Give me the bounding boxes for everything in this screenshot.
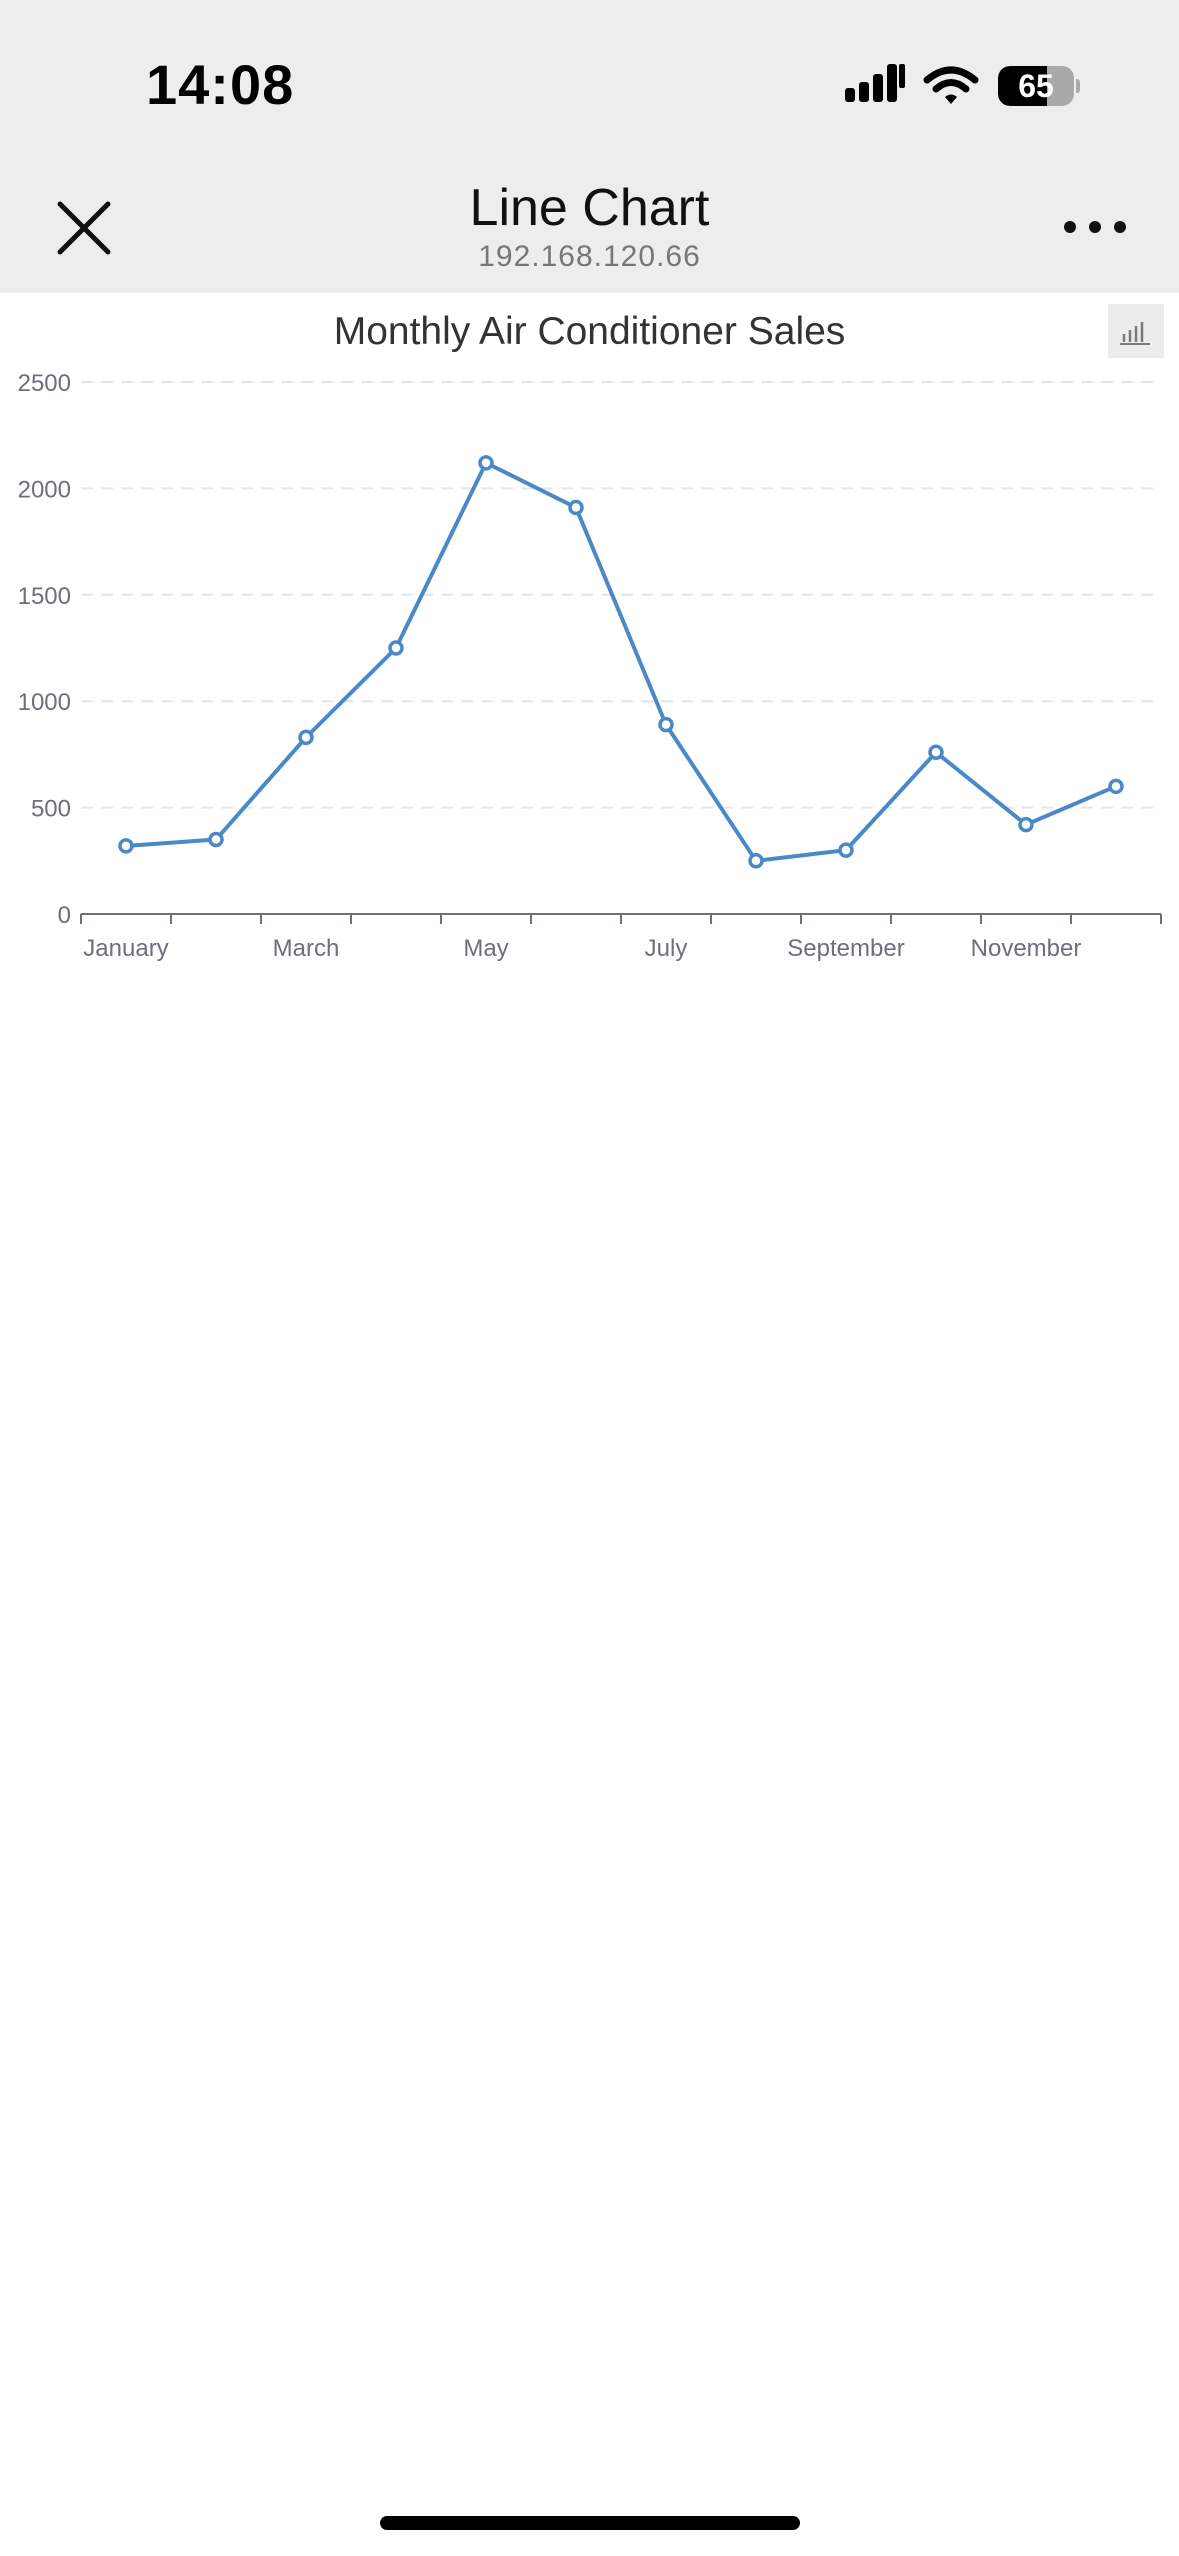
bar-chart-icon [1120,322,1150,345]
data-point [298,729,314,746]
battery-fill [998,66,1048,106]
wifi-icon [923,66,979,104]
data-point [478,455,494,471]
data-point [748,853,764,869]
x-tick-label: January [83,935,168,962]
battery-nub [1076,79,1080,93]
x-tick-label: September [787,935,904,962]
status-icons: 65 [843,62,1083,112]
y-tick-label: 1500 [18,583,71,610]
page-title: Line Chart [469,179,710,237]
toolbox-button[interactable] [1108,304,1164,358]
chart-title: Monthly Air Conditioner Sales [333,310,846,353]
cellular-signal-icon [845,64,905,102]
series-line [125,460,1117,863]
data-point [118,838,134,854]
y-tick-label: 1000 [18,689,71,716]
status-time: 14:08 [146,53,295,116]
header-bar: 14:08 65 [0,0,1179,293]
data-point [838,842,854,858]
line-chart: 0 500 1000 1500 2000 2500 January March May July S… [18,370,1162,962]
y-tick-label: 2500 [18,370,71,397]
data-point [208,831,224,848]
more-icon[interactable] [1060,212,1130,242]
battery-icon: 65 [998,66,1080,106]
battery-shell: 65 [998,66,1074,106]
data-point [1018,816,1034,833]
y-tick-label: 0 [58,902,71,929]
data-point [388,640,404,656]
x-tick-label: July [645,935,688,962]
data-point [568,499,584,516]
data-point [1108,778,1124,795]
data-point [658,716,674,733]
home-indicator[interactable] [380,2516,800,2530]
page-url: 192.168.120.66 [478,240,701,273]
x-tick-label: November [971,935,1082,962]
data-point [928,744,944,761]
x-tick-label: May [463,935,508,962]
y-tick-label: 500 [31,796,71,823]
x-tick-label: March [273,935,340,962]
battery-level: 65 [1018,68,1054,104]
y-tick-label: 2000 [18,476,71,503]
close-icon[interactable] [52,196,116,260]
